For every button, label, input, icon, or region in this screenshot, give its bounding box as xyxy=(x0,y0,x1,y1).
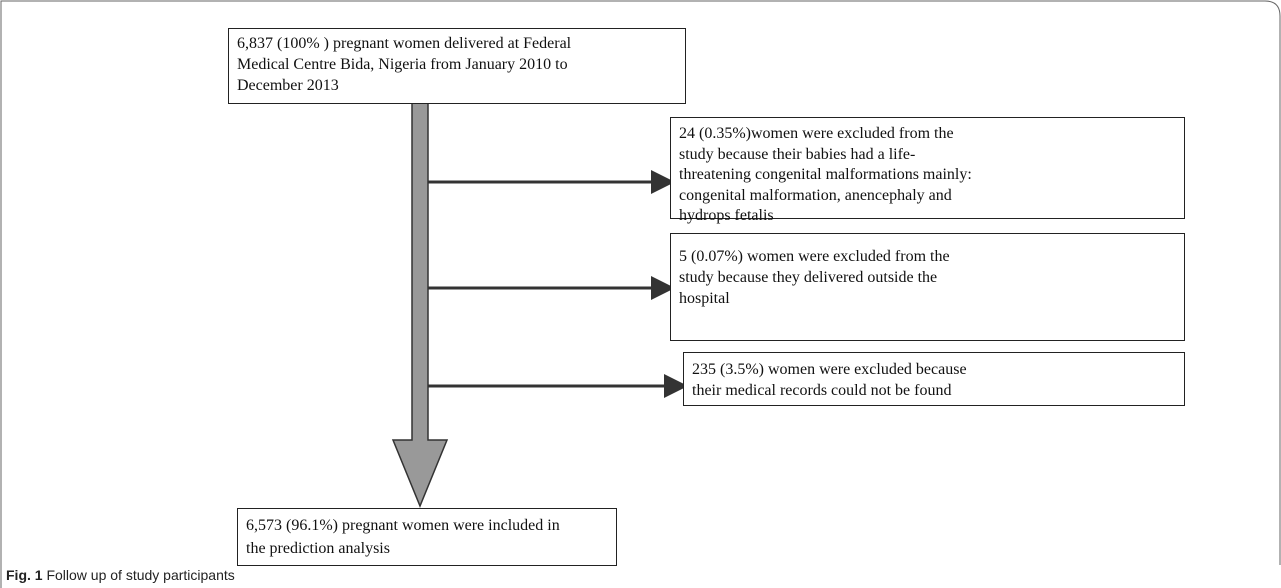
node-text-line: study because they delivered outside the xyxy=(679,269,938,286)
node: 6,837 (100% ) pregnant women delivered a… xyxy=(228,28,686,104)
node-text-line: congenital malformation, anencephaly and xyxy=(679,186,952,204)
node-text-line: 235 (3.5%) women were excluded because xyxy=(692,361,967,378)
node: 6,573 (96.1%) pregnant women were includ… xyxy=(237,508,617,566)
node-text-line: the prediction analysis xyxy=(246,540,390,557)
node-text-line: 6,837 (100% ) pregnant women delivered a… xyxy=(237,35,572,52)
node-text-line: hospital xyxy=(679,290,730,307)
node-text-line: Medical Centre Bida, Nigeria from Januar… xyxy=(237,56,568,73)
node: 5 (0.07%) women were excluded from the st… xyxy=(670,233,1185,341)
node-text-line: 5 (0.07%) women were excluded from the xyxy=(679,248,950,265)
node: 24 (0.35%)women were excluded from the st… xyxy=(670,117,1185,224)
node-text-line: 6,573 (96.1%) pregnant women were includ… xyxy=(246,517,560,534)
node: 235 (3.5%) women were excluded because th… xyxy=(683,352,1185,406)
main-arrow xyxy=(391,102,449,508)
caption-text: Follow up of study participants xyxy=(46,567,235,583)
node-text-line: study because their babies had a life- xyxy=(679,145,916,163)
node-text-line: hydrops fetalis xyxy=(679,207,774,224)
node-text-line: threatening congenital malformations mai… xyxy=(679,166,972,183)
node-text-line: December 2013 xyxy=(237,77,339,94)
node-text-line: 24 (0.35%)women were excluded from the xyxy=(679,125,954,142)
caption: Fig. 1 Follow up of study participants xyxy=(6,567,235,583)
node-text-line: their medical records could not be found xyxy=(692,382,952,399)
caption-label: Fig. 1 xyxy=(6,567,43,583)
